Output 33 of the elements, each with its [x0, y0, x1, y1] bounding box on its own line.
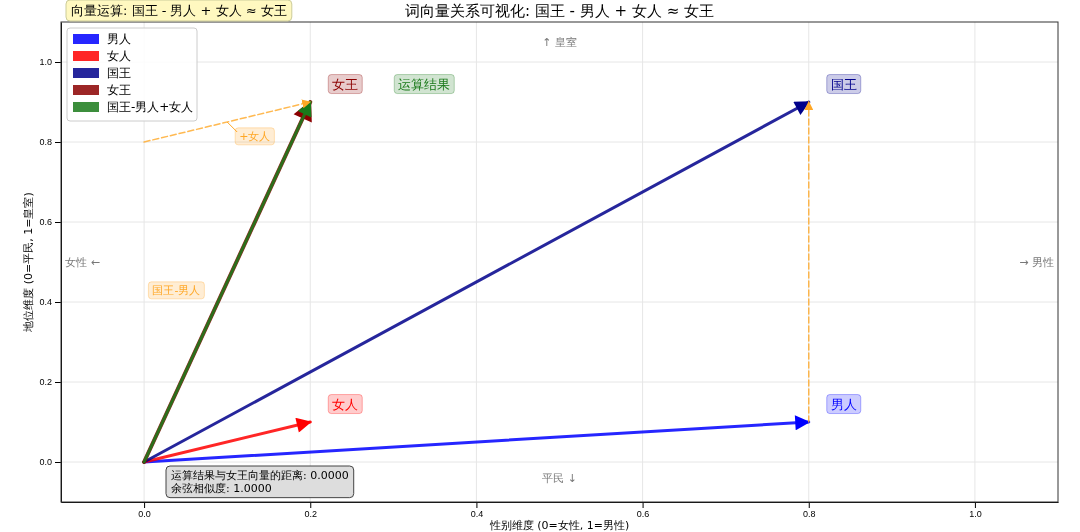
text: 向量运算: 国王 - 男人 + 女人 ≈ 女王	[71, 3, 287, 18]
annotation: 国王-男人	[152, 283, 201, 297]
annotation: 运算结果	[398, 76, 451, 92]
legend-label: 女王	[107, 83, 131, 98]
x-tick-label: 0.2	[304, 509, 318, 520]
y-tick-label: 0.0	[39, 457, 52, 468]
x-tick-label: 0.4	[470, 509, 484, 520]
legend-label: 女人	[107, 49, 131, 64]
legend-label: 男人	[107, 32, 131, 47]
x-tick-label: 0.8	[802, 509, 816, 520]
annotation: 运算结果与女王向量的距离: 0.0000 余弦相似度: 1.0000	[171, 469, 349, 495]
legend-label: 国王-男人+女人	[107, 100, 194, 115]
x-tick-label: 0.6	[636, 509, 650, 520]
annotation: 男人	[830, 396, 857, 412]
annotation: 女人	[332, 396, 359, 412]
y-tick-label: 0.6	[39, 217, 52, 228]
annotation: ↑ 皇室	[542, 35, 577, 49]
x-tick-label: 0.0	[138, 509, 151, 520]
y-axis-title: 地位维度 (0=平民, 1=皇室)	[22, 192, 35, 333]
x-axis-title: 性别维度 (0=女性, 1=男性)	[488, 519, 630, 532]
y-tick-label: 0.4	[39, 297, 52, 308]
chart-title: 词向量关系可视化: 国王 - 男人 + 女人 ≈ 女王	[405, 2, 714, 20]
y-tick-label: 0.2	[39, 377, 52, 388]
annotation: 女王	[332, 76, 359, 92]
legend-label: 国王	[107, 66, 131, 81]
y-tick-label: 1.0	[39, 57, 52, 68]
annotation: 国王	[830, 76, 857, 92]
annotation: 平民 ↓	[542, 471, 577, 485]
annotation: → 男性	[1019, 255, 1054, 269]
x-tick-label: 1.0	[969, 509, 982, 520]
y-tick-label: 0.8	[39, 137, 52, 148]
annotation: +女人	[239, 129, 271, 143]
annotation: 女性 ←	[65, 255, 100, 269]
